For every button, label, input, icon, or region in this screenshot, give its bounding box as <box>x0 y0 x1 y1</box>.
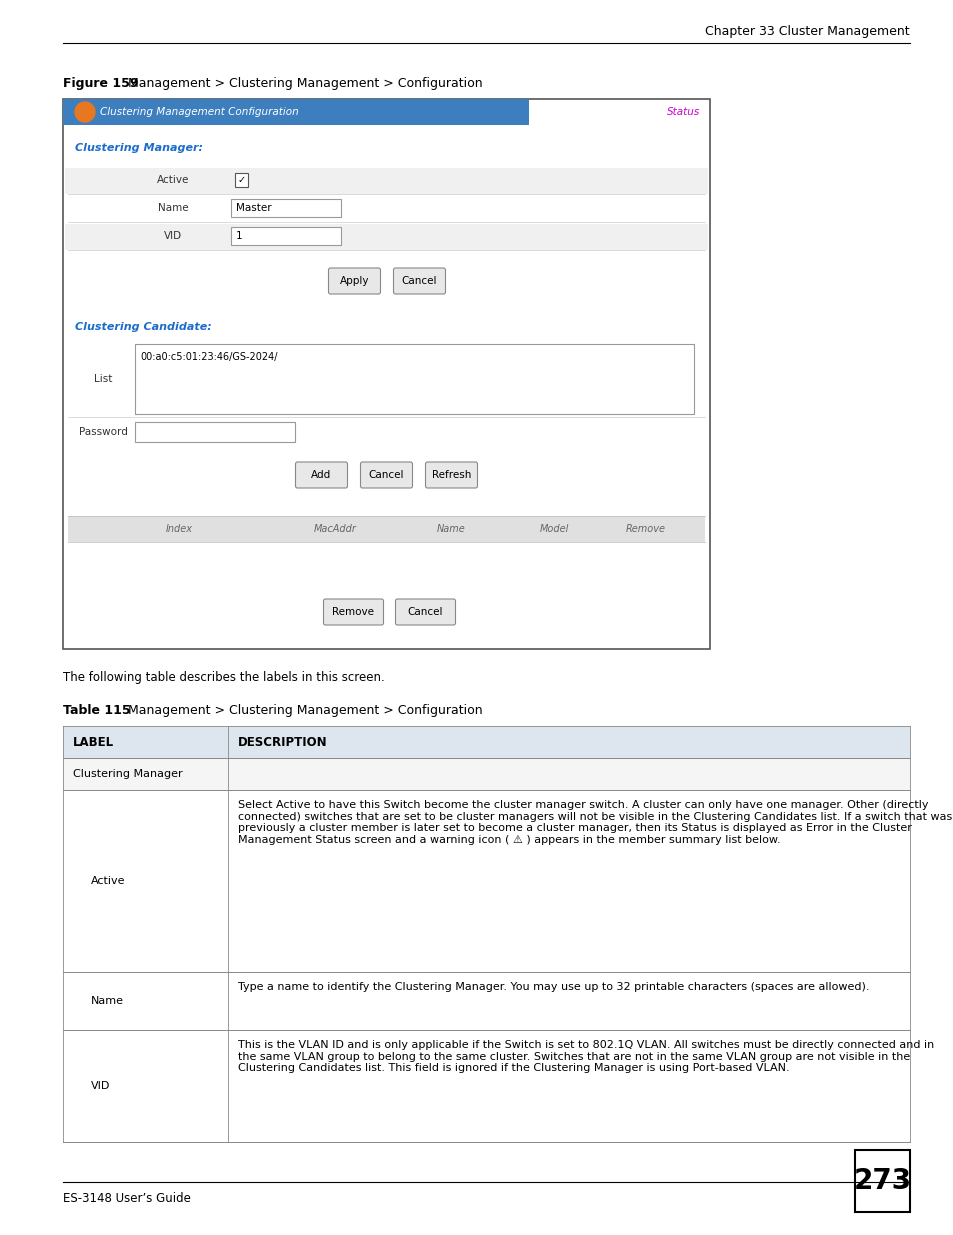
Text: Name: Name <box>157 203 188 212</box>
FancyBboxPatch shape <box>395 599 455 625</box>
Bar <box>63 99 709 650</box>
Text: Model: Model <box>539 524 569 534</box>
Text: Remove: Remove <box>624 524 664 534</box>
Text: Management > Clustering Management > Configuration: Management > Clustering Management > Con… <box>128 77 482 90</box>
Text: Active: Active <box>156 175 189 185</box>
Text: Clustering Manager: Clustering Manager <box>73 769 182 779</box>
Text: Remove: Remove <box>333 606 375 618</box>
Bar <box>68 516 704 542</box>
Text: VID: VID <box>91 1081 111 1091</box>
Text: Type a name to identify the Clustering Manager. You may use up to 32 printable c: Type a name to identify the Clustering M… <box>237 982 868 992</box>
Text: VID: VID <box>164 231 182 241</box>
Bar <box>135 422 294 442</box>
Text: Table 115: Table 115 <box>63 704 131 718</box>
Text: Clustering Candidate:: Clustering Candidate: <box>75 322 212 332</box>
Text: 273: 273 <box>853 1167 911 1195</box>
Bar <box>63 758 909 790</box>
Bar <box>234 173 248 186</box>
FancyBboxPatch shape <box>393 268 445 294</box>
Text: Cancel: Cancel <box>369 471 404 480</box>
Bar <box>63 972 909 1030</box>
Text: LABEL: LABEL <box>73 736 114 748</box>
Text: Index: Index <box>166 524 193 534</box>
Text: Add: Add <box>311 471 332 480</box>
Text: MacAddr: MacAddr <box>313 524 355 534</box>
Text: 00:a0:c5:01:23:46/GS-2024/: 00:a0:c5:01:23:46/GS-2024/ <box>140 352 277 362</box>
Bar <box>63 99 528 125</box>
Bar <box>65 224 707 249</box>
Bar <box>135 345 693 414</box>
Bar <box>63 726 909 758</box>
Text: Password: Password <box>78 427 128 437</box>
Text: Chapter 33 Cluster Management: Chapter 33 Cluster Management <box>704 25 909 38</box>
Text: 1: 1 <box>235 231 242 241</box>
Text: ES-3148 User’s Guide: ES-3148 User’s Guide <box>63 1192 191 1205</box>
Text: Figure 159: Figure 159 <box>63 77 138 90</box>
Bar <box>231 199 340 217</box>
Text: This is the VLAN ID and is only applicable if the Switch is set to 802.1Q VLAN. : This is the VLAN ID and is only applicab… <box>237 1040 933 1073</box>
Bar <box>854 1150 909 1212</box>
FancyBboxPatch shape <box>425 462 477 488</box>
FancyBboxPatch shape <box>323 599 383 625</box>
Text: Cancel: Cancel <box>407 606 443 618</box>
Text: Apply: Apply <box>339 275 369 287</box>
Text: Active: Active <box>91 876 126 885</box>
Text: Clustering Management Configuration: Clustering Management Configuration <box>100 107 298 117</box>
Text: Management > Clustering Management > Configuration: Management > Clustering Management > Con… <box>128 704 482 718</box>
Bar <box>63 1030 909 1142</box>
Circle shape <box>75 103 95 122</box>
Text: Name: Name <box>91 995 124 1007</box>
Text: Cancel: Cancel <box>401 275 436 287</box>
Text: Master: Master <box>235 203 272 212</box>
Bar <box>63 790 909 972</box>
Text: Select Active to have this Switch become the cluster manager switch. A cluster c: Select Active to have this Switch become… <box>237 800 951 845</box>
Text: Refresh: Refresh <box>432 471 471 480</box>
FancyBboxPatch shape <box>328 268 380 294</box>
FancyBboxPatch shape <box>295 462 347 488</box>
Text: Name: Name <box>436 524 465 534</box>
FancyBboxPatch shape <box>360 462 412 488</box>
Bar <box>231 227 340 245</box>
Text: ✓: ✓ <box>237 175 245 185</box>
Text: The following table describes the labels in this screen.: The following table describes the labels… <box>63 671 384 684</box>
Text: Clustering Manager:: Clustering Manager: <box>75 143 203 153</box>
Bar <box>65 168 707 194</box>
Text: Status: Status <box>666 107 700 117</box>
Text: DESCRIPTION: DESCRIPTION <box>237 736 327 748</box>
Text: List: List <box>93 374 112 384</box>
